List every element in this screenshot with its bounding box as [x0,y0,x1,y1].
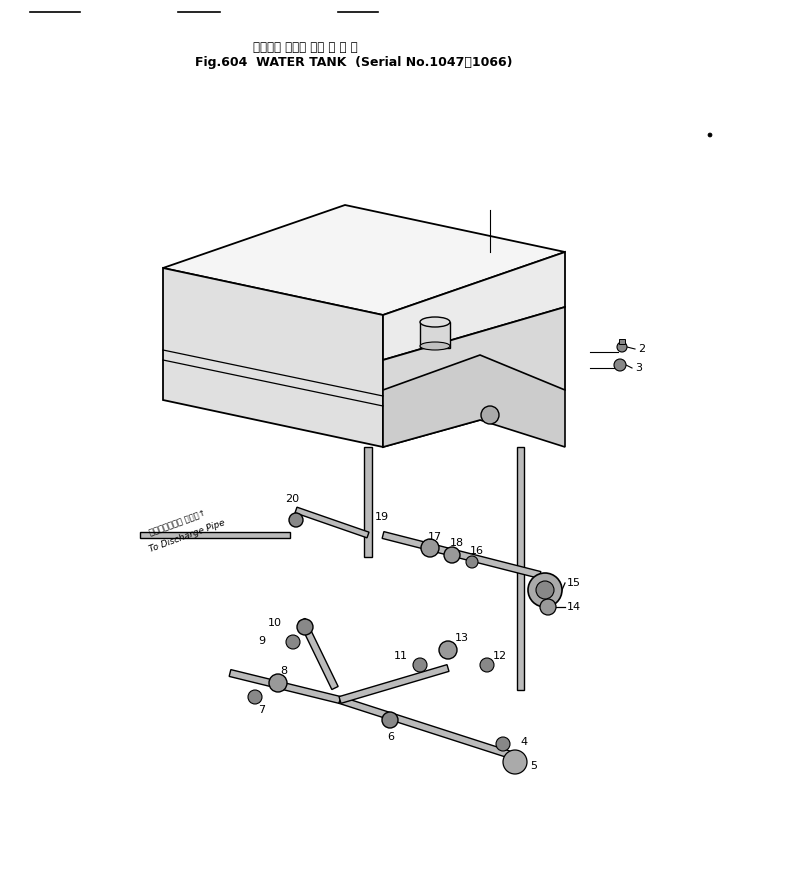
Circle shape [248,690,262,704]
Text: 16: 16 [470,546,484,556]
Circle shape [382,712,398,728]
Polygon shape [364,447,372,557]
Polygon shape [295,507,369,537]
Circle shape [286,635,300,649]
Circle shape [297,619,313,635]
Circle shape [496,737,510,751]
Text: ディスチャージ パイプ↑: ディスチャージ パイプ↑ [148,509,207,537]
Circle shape [614,359,626,371]
Circle shape [480,658,494,672]
Circle shape [536,581,554,599]
Text: 10: 10 [268,618,282,628]
Polygon shape [339,697,521,761]
Text: 4: 4 [520,737,527,747]
Bar [420,322,450,348]
Polygon shape [383,307,565,447]
Text: 6: 6 [387,732,394,742]
Text: 14: 14 [567,602,581,612]
Text: To Discharge Pipe: To Discharge Pipe [148,518,226,554]
Text: 15: 15 [567,578,581,588]
Text: 12: 12 [493,651,507,661]
Circle shape [503,750,527,774]
Circle shape [444,547,460,563]
Text: ウオータ タンク （適 用 号 機: ウオータ タンク （適 用 号 機 [253,40,358,53]
Circle shape [708,133,712,137]
Circle shape [466,556,478,568]
Polygon shape [339,665,449,704]
Text: 17: 17 [428,532,442,542]
Polygon shape [140,532,290,538]
Text: 3: 3 [635,363,642,373]
Polygon shape [163,205,565,315]
Circle shape [540,599,556,615]
Text: 7: 7 [258,705,265,715]
Bar [619,339,625,344]
Polygon shape [383,252,565,360]
Text: Fig.604  WATER TANK  (Serial No.1047～1066): Fig.604 WATER TANK (Serial No.1047～1066) [195,56,513,69]
Polygon shape [517,447,524,690]
Circle shape [528,573,562,607]
Text: 8: 8 [280,666,287,676]
Circle shape [481,406,499,424]
Polygon shape [163,268,383,447]
Text: 19: 19 [375,512,389,522]
Circle shape [439,641,457,659]
Text: 18: 18 [450,538,464,548]
Ellipse shape [420,317,450,327]
Text: 9: 9 [258,636,265,646]
Circle shape [269,674,287,692]
Text: 11: 11 [394,651,408,661]
Text: 13: 13 [455,633,469,643]
Polygon shape [229,670,341,704]
Text: 2: 2 [638,344,645,354]
Polygon shape [299,618,338,690]
Text: 5: 5 [530,761,537,771]
Circle shape [617,342,627,352]
Circle shape [421,539,439,557]
Circle shape [289,513,303,527]
Ellipse shape [420,342,450,350]
Circle shape [413,658,427,672]
Polygon shape [382,531,541,578]
Polygon shape [383,355,565,447]
Text: 20: 20 [285,494,299,504]
